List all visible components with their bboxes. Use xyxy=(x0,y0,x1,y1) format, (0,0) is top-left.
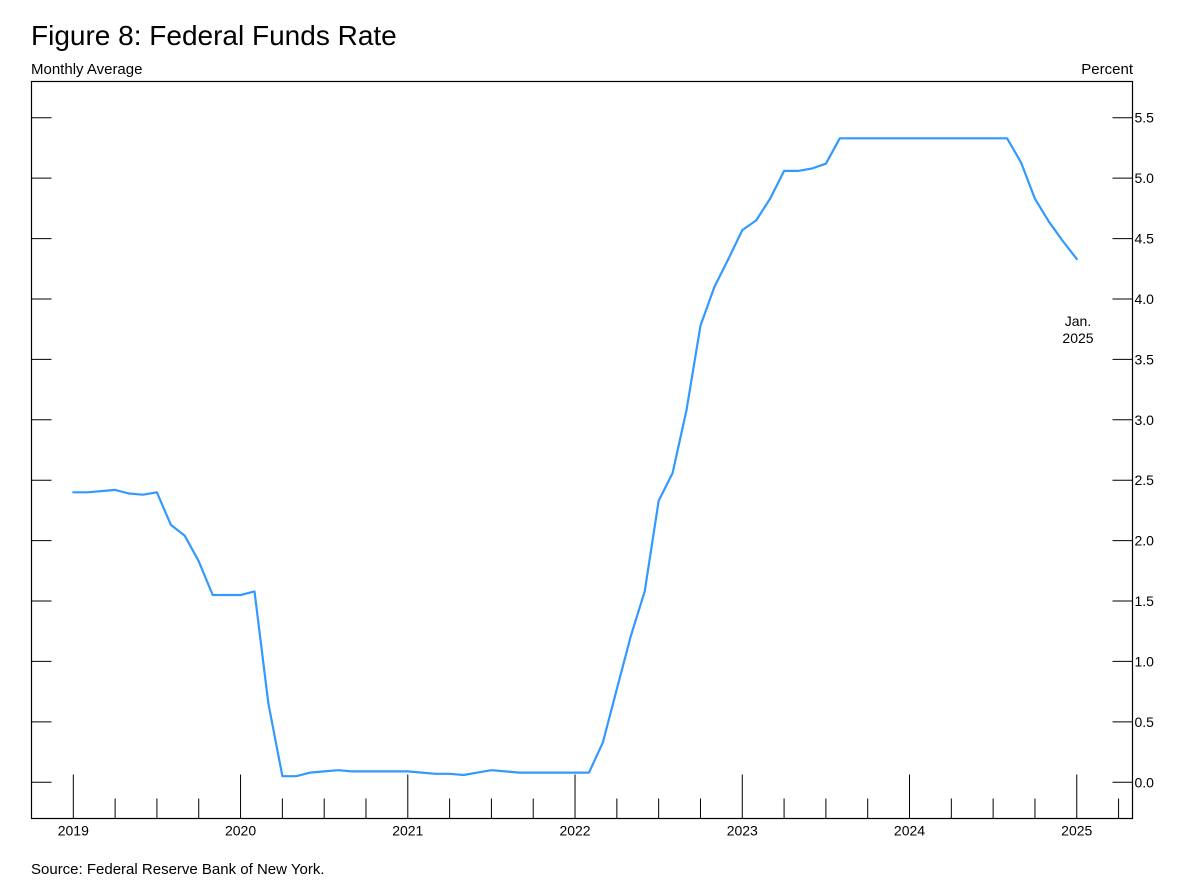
y-tick-label: 2.5 xyxy=(1135,472,1155,488)
y-tick-label: 0.5 xyxy=(1135,714,1155,730)
y-axis-labels: 0.0 0.5 1.0 1.5 2.0 2.5 3.0 3.5 4.0 4.5 5.0 5.5 xyxy=(1135,110,1155,791)
y-axis-ticks xyxy=(31,117,1133,783)
x-tick-label: 2023 xyxy=(727,823,758,839)
plot-frame xyxy=(30,80,1134,820)
x-tick-label: 2019 xyxy=(58,823,89,839)
y-tick-label: 0.0 xyxy=(1135,774,1155,790)
y-tick-label: 3.5 xyxy=(1135,351,1155,367)
x-tick-label: 2020 xyxy=(225,823,256,839)
right-axis-label: Percent xyxy=(1081,61,1133,78)
chart-title: Figure 8: Federal Funds Rate xyxy=(31,20,397,51)
y-tick-label: 4.5 xyxy=(1135,231,1155,247)
x-tick-label: 2022 xyxy=(559,823,590,839)
annotation-year: 2025 xyxy=(1062,330,1093,346)
y-tick-label: 3.0 xyxy=(1135,412,1155,428)
y-tick-label: 5.5 xyxy=(1135,110,1155,126)
y-tick-label: 1.5 xyxy=(1135,593,1155,609)
y-tick-label: 1.0 xyxy=(1135,653,1155,669)
y-tick-label: 4.0 xyxy=(1135,291,1155,307)
annotation-month: Jan. xyxy=(1065,313,1091,329)
x-tick-label: 2025 xyxy=(1061,823,1092,839)
x-tick-label: 2024 xyxy=(894,823,925,839)
x-tick-label: 2021 xyxy=(392,823,423,839)
federal-funds-rate-line xyxy=(72,137,1078,778)
y-tick-label: 2.0 xyxy=(1135,533,1155,549)
source-note: Source: Federal Reserve Bank of New York… xyxy=(31,861,325,878)
x-axis-labels: 2019 2020 2021 2022 2023 2024 2025 xyxy=(58,823,1093,839)
y-tick-label: 5.0 xyxy=(1135,170,1155,186)
left-axis-label: Monthly Average xyxy=(31,61,143,78)
x-axis-ticks xyxy=(72,774,1120,819)
